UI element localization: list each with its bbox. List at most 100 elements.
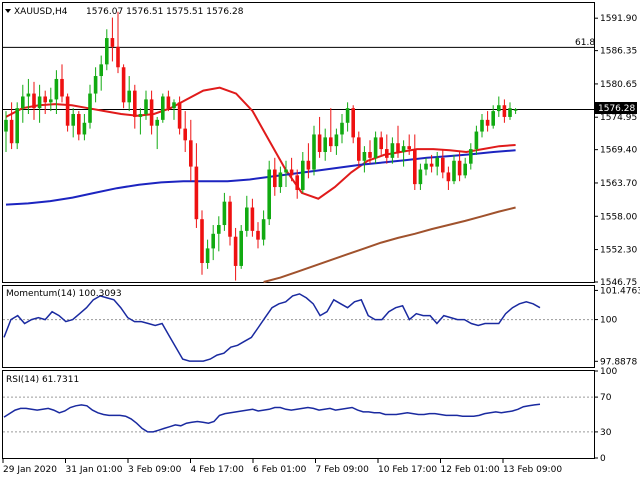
- candle-body: [77, 114, 81, 135]
- candle: [368, 140, 372, 164]
- candle-body: [368, 151, 372, 158]
- candle-body: [278, 172, 283, 188]
- candle-body: [161, 96, 165, 120]
- candle: [65, 93, 70, 132]
- candle-body: [345, 108, 350, 123]
- candle-body: [233, 236, 238, 266]
- x-tick-label: 12 Feb 01:00: [441, 465, 500, 475]
- candle: [362, 146, 367, 173]
- candle: [211, 225, 215, 261]
- x-tick-label: 10 Feb 17:00: [378, 465, 437, 475]
- candle: [345, 102, 350, 132]
- candle: [278, 166, 283, 193]
- candle: [317, 116, 322, 158]
- momentum-panel-frame: [2, 285, 595, 368]
- candle: [435, 151, 439, 176]
- candle-body: [127, 90, 131, 103]
- candle: [413, 134, 417, 190]
- x-tick-label: 13 Feb 09:00: [503, 465, 562, 475]
- candle: [60, 64, 64, 103]
- candle: [9, 102, 14, 150]
- candle-body: [239, 230, 243, 266]
- sma-slow-line: [263, 206, 516, 283]
- moving-averages: [5, 86, 516, 283]
- momentum-y-tick-label: 97.8878: [600, 357, 637, 367]
- candle-body: [245, 207, 249, 231]
- candle: [323, 128, 327, 161]
- candle: [32, 81, 36, 120]
- candle-body: [312, 134, 316, 170]
- y-tick-label: 1558.00: [600, 212, 637, 222]
- candle-body: [329, 137, 333, 147]
- candle-body: [9, 119, 14, 144]
- momentum-title: Momentum(14) 100.3093: [6, 289, 122, 299]
- dropdown-triangle-icon[interactable]: [5, 9, 11, 13]
- candle-body: [15, 108, 19, 144]
- candle-body: [497, 105, 501, 112]
- candle: [54, 70, 59, 115]
- ohlc-readout: 1576.07 1576.51 1575.51 1576.28: [86, 7, 244, 17]
- y-tick-label: 1563.70: [600, 179, 637, 189]
- candle-body: [4, 119, 8, 132]
- candle-body: [21, 96, 25, 109]
- candle: [463, 157, 467, 179]
- candle: [166, 90, 171, 112]
- candle: [43, 90, 47, 115]
- candle-body: [351, 108, 355, 138]
- candle-body: [144, 99, 148, 115]
- candle: [222, 192, 227, 231]
- y-tick-label: 1552.30: [600, 246, 637, 256]
- candle-body: [474, 131, 479, 150]
- candle: [267, 160, 271, 226]
- candle: [452, 154, 456, 185]
- x-tick-label: 3 Feb 09:00: [128, 465, 182, 475]
- candle-body: [301, 160, 305, 190]
- candle-body: [441, 157, 445, 173]
- candle-body: [413, 149, 417, 185]
- candle-body: [183, 128, 187, 141]
- candle-body: [88, 93, 92, 123]
- candle-body: [373, 137, 378, 158]
- candle-body: [379, 137, 383, 150]
- candle: [161, 93, 165, 123]
- candle: [26, 78, 31, 115]
- candle-body: [82, 122, 87, 135]
- candle: [37, 84, 42, 123]
- candle: [401, 140, 406, 167]
- candle: [289, 157, 294, 182]
- candle-body: [513, 109, 518, 111]
- candle: [491, 105, 495, 129]
- candle: [474, 125, 479, 155]
- candlesticks: [4, 11, 518, 281]
- candle-body: [121, 67, 126, 103]
- candle-body: [71, 114, 75, 126]
- candle: [390, 137, 395, 164]
- candle: [284, 160, 288, 188]
- candle-body: [65, 96, 70, 126]
- candle: [127, 76, 131, 112]
- candle-body: [429, 163, 434, 167]
- candle-body: [37, 96, 42, 109]
- fib-level-label: 61.8: [575, 38, 595, 48]
- rsi-panel-frame: [2, 370, 595, 459]
- candle: [334, 128, 339, 155]
- sma-mid-line: [5, 149, 516, 206]
- candle: [261, 210, 266, 246]
- candle-body: [261, 219, 266, 240]
- candle-body: [284, 169, 288, 173]
- candle-body: [133, 90, 137, 117]
- candle: [407, 134, 411, 155]
- candle-body: [267, 169, 271, 220]
- x-tick-label: 6 Feb 01:00: [253, 465, 307, 475]
- candle-body: [54, 78, 59, 100]
- candle: [385, 134, 389, 164]
- candle: [373, 131, 378, 164]
- candle: [396, 125, 400, 158]
- candle: [183, 111, 187, 152]
- candle-body: [424, 163, 428, 170]
- candle-body: [116, 46, 120, 68]
- x-tick-label: 4 Feb 17:00: [191, 465, 245, 475]
- y-tick-label: 1574.95: [600, 113, 637, 123]
- candle-body: [463, 163, 467, 176]
